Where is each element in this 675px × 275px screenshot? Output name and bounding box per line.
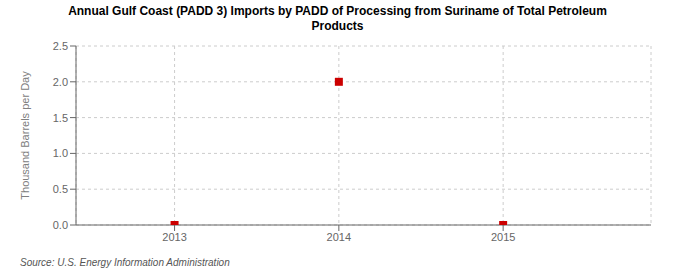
svg-text:0.0: 0.0 [53, 219, 68, 231]
svg-text:2.0: 2.0 [53, 76, 68, 88]
svg-text:2.5: 2.5 [53, 40, 68, 52]
svg-text:1.5: 1.5 [53, 112, 68, 124]
html-text:Annual Gulf Coast (PADD 3) Imp: Annual Gulf Coast (PADD 3) Imports by PA… [68, 4, 607, 33]
svg-text:2014: 2014 [327, 231, 351, 243]
svg-text:0.5: 0.5 [53, 183, 68, 195]
html-text:Source: U.S. Energy Informatio: Source: U.S. Energy Information Administ… [20, 257, 230, 268]
svg-text:2013: 2013 [162, 231, 186, 243]
svg-text:Thousand Barrels per Day: Thousand Barrels per Day [19, 71, 31, 200]
svg-text:1.0: 1.0 [53, 147, 68, 159]
svg-text:2015: 2015 [491, 231, 515, 243]
